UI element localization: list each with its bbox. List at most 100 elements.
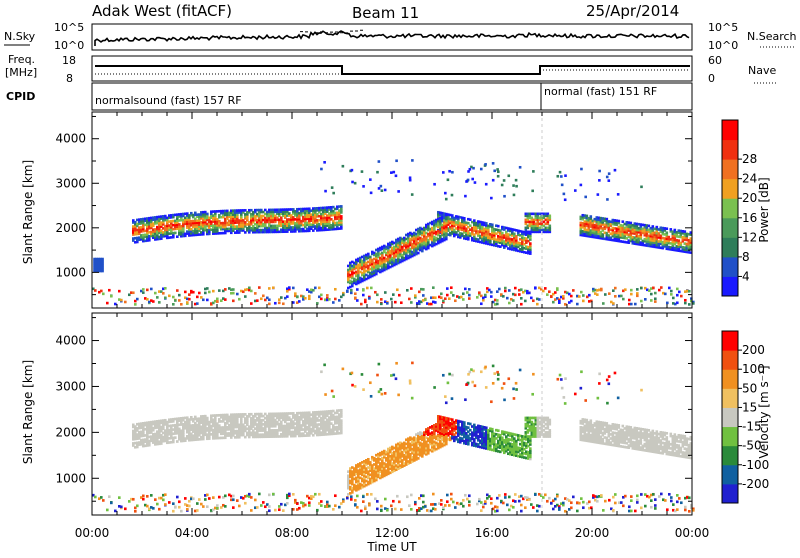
power-cell: [636, 292, 639, 295]
power-cell: [332, 192, 335, 195]
colorbar-swatch: [722, 159, 738, 179]
power-cell: [334, 298, 337, 301]
power-cell: [106, 302, 109, 305]
power-cell: [503, 179, 506, 182]
power-cell: [557, 175, 560, 178]
power-cell: [666, 302, 669, 305]
power-cell: [434, 296, 437, 299]
power-cell: [320, 294, 323, 297]
power-cell: [248, 287, 251, 290]
power-cell: [411, 193, 414, 196]
power-cell: [102, 293, 105, 296]
power-cell: [280, 296, 283, 299]
power-cell: [376, 301, 379, 304]
power-cell: [418, 291, 421, 294]
cpid-panel: CPID normalsound (fast) 157 RF normal (f…: [6, 83, 692, 110]
nave-label: Nave: [748, 64, 776, 77]
power-cell: [612, 302, 615, 305]
power-cell: [586, 215, 589, 218]
power-cell: [146, 289, 149, 292]
power-cell: [654, 300, 657, 303]
power-cell: [156, 296, 159, 299]
velocity-scatter: [92, 313, 695, 515]
nsky-tick-bottom: 10^0: [54, 39, 84, 52]
colorbar-swatch: [722, 120, 738, 140]
power-cell: [471, 178, 474, 181]
power-cell: [465, 180, 468, 183]
power-cell: [232, 300, 235, 303]
power-cell: [622, 220, 625, 223]
power-cell: [174, 299, 177, 302]
power-cell: [376, 293, 379, 296]
power-cell: [501, 184, 504, 187]
power-cell: [142, 288, 145, 291]
power-cell: [101, 258, 104, 261]
power-cell: [480, 168, 483, 171]
power-cell: [274, 302, 277, 305]
power-cell: [154, 292, 157, 295]
power-cell: [549, 225, 552, 228]
power-cell: [332, 301, 335, 304]
power-cell: [440, 296, 443, 299]
power-cell: [268, 298, 271, 301]
power-cell: [174, 232, 177, 235]
power-cell: [462, 298, 465, 301]
power-cell: [417, 252, 420, 255]
power-cell: [364, 301, 367, 304]
power-cell: [394, 301, 397, 304]
power-cell: [268, 303, 271, 306]
cpid-mode-2: normal (fast) 151 RF: [544, 85, 657, 98]
colorbar-tick-label: 8: [742, 250, 750, 264]
power-cell: [351, 169, 354, 172]
power-cell: [630, 303, 633, 306]
power-cell: [532, 299, 535, 302]
power-cell: [440, 292, 443, 295]
power-cell: [469, 224, 472, 227]
power-cell: [650, 293, 653, 296]
power-cell: [552, 301, 555, 304]
power-cell: [507, 174, 510, 177]
power-cell: [670, 228, 673, 231]
cpid-mode-1: normalsound (fast) 157 RF: [95, 94, 242, 107]
power-cell: [597, 193, 600, 196]
y-tick-label: 3000: [55, 176, 86, 190]
power-cell: [470, 166, 473, 169]
power-cell: [442, 171, 445, 174]
power-cell: [598, 170, 601, 173]
power-cell: [580, 291, 583, 294]
power-cell: [474, 181, 477, 184]
power-cell: [492, 179, 495, 182]
power-cell: [396, 288, 399, 291]
power-cell: [411, 159, 414, 162]
power-cell: [338, 299, 341, 302]
power-cell: [451, 214, 454, 217]
power-cell: [206, 287, 209, 290]
power-cell: [218, 289, 221, 292]
power-cell: [176, 235, 179, 238]
power-cell: [512, 299, 515, 302]
power-cell: [550, 295, 553, 298]
power-cell: [216, 300, 219, 303]
power-cell: [446, 294, 449, 297]
power-cell: [598, 179, 601, 182]
power-cell: [370, 192, 373, 195]
power-cell: [496, 303, 499, 306]
colorbar-swatch: [722, 179, 738, 199]
power-cell: [380, 185, 383, 188]
power-cell: [367, 253, 370, 256]
power-cell: [608, 179, 611, 182]
power-cell: [445, 214, 448, 217]
power-cell: [232, 288, 235, 291]
power-cell: [668, 236, 671, 239]
nsky-trace: [95, 30, 689, 46]
power-cell: [660, 286, 663, 289]
power-cell: [530, 297, 533, 300]
power-cell: [164, 297, 167, 300]
power-cell: [414, 294, 417, 297]
power-cell: [362, 185, 365, 188]
power-cell: [501, 232, 504, 235]
power-cell: [236, 293, 239, 296]
power-cell: [381, 189, 384, 192]
